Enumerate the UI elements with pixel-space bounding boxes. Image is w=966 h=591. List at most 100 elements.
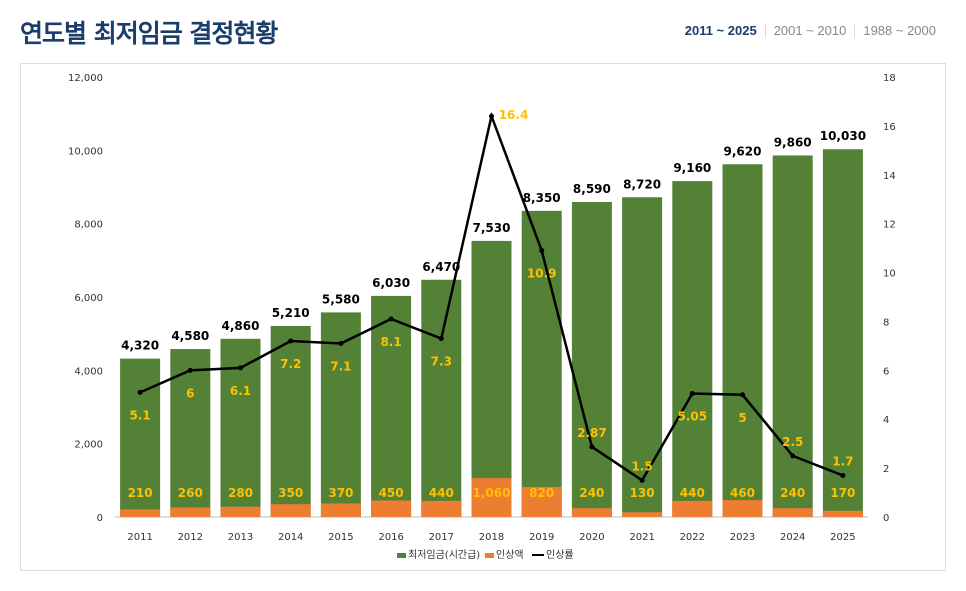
wage-bar — [822, 149, 863, 517]
y-right-tick: 4 — [883, 415, 889, 426]
rate-label: 5 — [738, 411, 746, 425]
wage-label: 5,210 — [272, 306, 310, 320]
increase-bar — [571, 508, 612, 517]
wage-bar — [672, 181, 713, 517]
wage-label: 4,320 — [121, 339, 159, 353]
wage-label: 9,160 — [673, 161, 711, 175]
page-title: 연도별 최저임금 결정현황 — [20, 19, 278, 48]
y-right-tick: 2 — [883, 464, 889, 475]
rate-point — [539, 248, 545, 254]
increase-bar — [120, 509, 161, 517]
tab-2001-2010[interactable]: 2001 ~ 2010 — [773, 23, 847, 38]
x-tick: 2021 — [629, 532, 654, 543]
increase-bar — [772, 508, 813, 517]
x-tick: 2023 — [730, 532, 755, 543]
x-tick: 2025 — [830, 532, 855, 543]
wage-bar — [421, 279, 462, 517]
wage-label: 7,530 — [473, 221, 511, 235]
increase-bar — [622, 512, 663, 517]
y-right-tick: 0 — [883, 513, 889, 524]
x-tick: 2013 — [228, 532, 253, 543]
rate-label: 5.05 — [677, 410, 707, 424]
rate-label: 7.2 — [280, 357, 301, 371]
rate-point — [589, 444, 595, 450]
rate-label: 16.4 — [499, 108, 529, 122]
wage-bar — [371, 295, 412, 517]
x-tick: 2016 — [378, 532, 403, 543]
rate-point — [187, 367, 193, 373]
y-right-tick: 10 — [883, 269, 896, 280]
legend-wage-label: 최저임금(시간급) — [408, 548, 480, 561]
wage-label: 9,620 — [724, 144, 762, 158]
rate-point — [840, 472, 846, 478]
rate-point — [790, 453, 796, 459]
y-left-tick: 2,000 — [74, 440, 103, 451]
wage-bar — [521, 210, 562, 518]
legend-increase-swatch — [485, 553, 494, 558]
rate-point — [137, 389, 143, 395]
wage-label: 8,720 — [623, 177, 661, 191]
wage-label: 4,860 — [222, 319, 260, 333]
legend-wage-swatch — [397, 553, 406, 558]
increase-bar — [822, 510, 863, 517]
rate-label: 6 — [186, 386, 194, 400]
divider — [764, 23, 766, 38]
tab-1988-2000[interactable]: 1988 ~ 2000 — [863, 23, 936, 38]
wage-bar — [722, 164, 763, 517]
wage-bar — [320, 312, 361, 517]
increase-bar — [170, 507, 211, 517]
increase-bar — [471, 478, 512, 517]
rate-point — [238, 365, 243, 371]
increase-label: 170 — [830, 486, 855, 500]
wage-bar — [120, 358, 161, 517]
rate-point — [388, 316, 394, 322]
x-tick: 2018 — [479, 532, 504, 543]
y-right-tick: 8 — [883, 317, 889, 328]
x-tick: 2017 — [429, 532, 454, 543]
rate-label: 2.5 — [782, 435, 803, 449]
rate-point — [740, 392, 745, 398]
y-right-tick: 12 — [883, 220, 896, 231]
wage-label: 8,350 — [523, 191, 561, 205]
y-left-tick: 8,000 — [74, 220, 103, 231]
wage-bar — [571, 202, 612, 518]
rate-label: 8.1 — [380, 335, 401, 349]
increase-label: 450 — [379, 486, 404, 500]
chart-container — [20, 63, 946, 571]
x-tick: 2011 — [127, 532, 152, 543]
rate-label: 2.87 — [577, 426, 607, 440]
increase-label: 350 — [278, 486, 303, 500]
rate-label: 10.9 — [527, 267, 557, 281]
x-tick: 2024 — [780, 532, 805, 543]
increase-label: 370 — [328, 486, 353, 500]
legend-rate-label: 인상률 — [546, 549, 574, 561]
increase-bar — [371, 500, 412, 517]
rate-point — [689, 391, 695, 397]
rate-point — [338, 340, 344, 346]
y-left-tick: 10,000 — [68, 146, 103, 157]
increase-label: 130 — [630, 486, 655, 500]
y-left-tick: 0 — [97, 513, 103, 524]
increase-bar — [421, 500, 462, 517]
tab-2011-2025[interactable]: 2011 ~ 2025 — [684, 23, 757, 38]
increase-label: 240 — [579, 486, 604, 500]
wage-bar — [471, 240, 512, 517]
wage-bar — [270, 325, 311, 517]
x-tick: 2015 — [328, 532, 353, 543]
rate-label: 7.1 — [330, 359, 351, 373]
increase-label: 820 — [529, 486, 554, 500]
y-left-tick: 12,000 — [68, 73, 103, 84]
y-left-tick: 4,000 — [74, 366, 103, 377]
y-right-tick: 6 — [883, 366, 889, 377]
wage-label: 4,580 — [171, 329, 209, 343]
increase-label: 260 — [178, 486, 203, 500]
y-right-tick: 16 — [883, 122, 896, 133]
y-left-tick: 6,000 — [74, 293, 103, 304]
increase-label: 280 — [228, 486, 253, 500]
wage-label: 8,590 — [573, 182, 611, 196]
y-right-tick: 18 — [883, 73, 896, 84]
increase-bar — [270, 504, 311, 517]
increase-bar — [672, 500, 713, 517]
rate-point — [438, 336, 444, 342]
